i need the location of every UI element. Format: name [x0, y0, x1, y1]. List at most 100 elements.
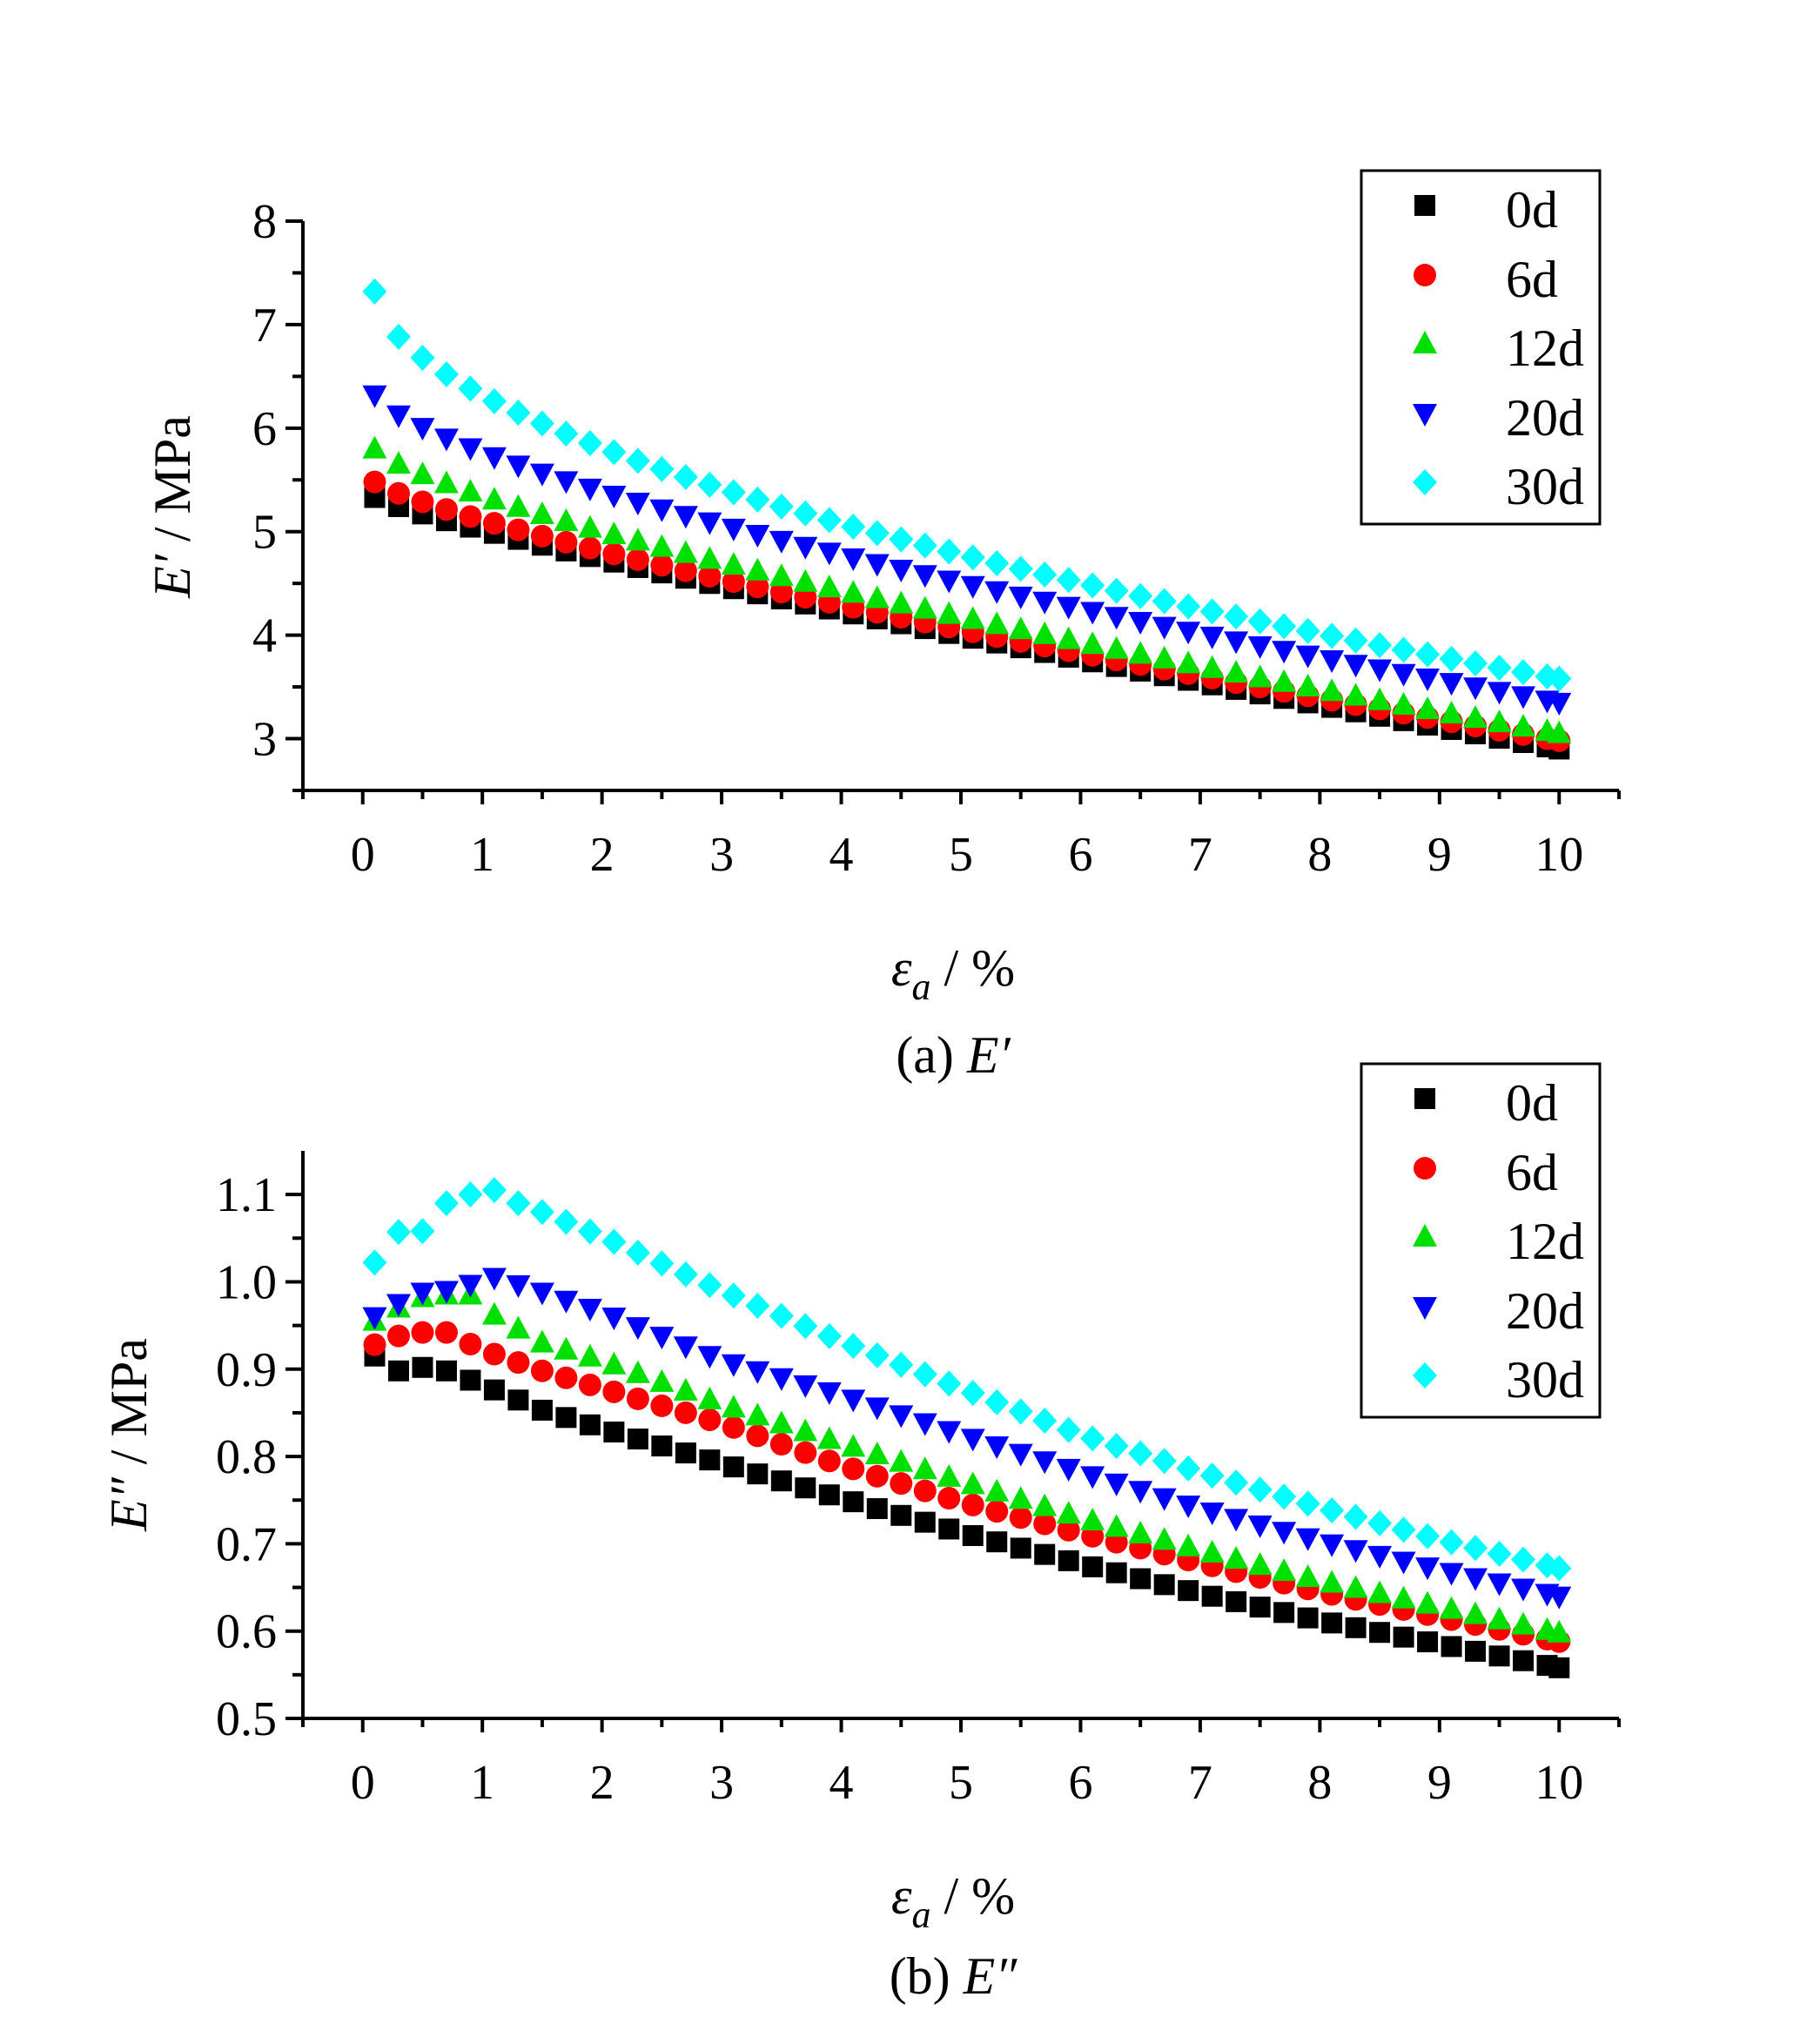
panel-b-point-20d — [649, 1327, 675, 1350]
panel-b-point-20d — [745, 1361, 770, 1384]
panel-b-point-30d — [1511, 1546, 1536, 1573]
panel-a-point-12d — [481, 487, 507, 510]
panel-b-point-12d — [960, 1471, 985, 1495]
panel-a-x-tick-label: 6 — [1068, 828, 1092, 882]
panel-a-legend-marker-0d — [1414, 195, 1435, 216]
panel-a-x-tick-label: 1 — [470, 828, 494, 882]
panel-a-point-12d — [1547, 720, 1572, 743]
panel-b-point-0d — [555, 1407, 577, 1429]
panel-a-point-6d — [602, 542, 626, 566]
panel-b-point-12d — [1128, 1520, 1153, 1543]
panel-b-point-0d — [938, 1518, 960, 1540]
panel-b-point-12d — [984, 1478, 1010, 1502]
panel-b-point-30d — [1367, 1509, 1393, 1536]
panel-b-point-12d — [1547, 1619, 1572, 1643]
panel-a-point-20d — [841, 548, 866, 572]
panel-a-point-12d — [912, 595, 937, 619]
panel-b-x-axis-label: εa / % — [891, 1867, 1015, 1936]
panel-a-point-30d — [912, 532, 937, 559]
panel-a-point-12d — [554, 508, 579, 531]
panel-a-point-20d — [960, 575, 985, 599]
panel-b-point-0d — [435, 1360, 457, 1382]
panel-a-point-6d — [554, 530, 578, 554]
panel-b-point-0d — [1082, 1556, 1104, 1577]
panel-b-y-tick-label: 1.1 — [216, 1168, 277, 1222]
panel-b-point-20d — [1367, 1545, 1393, 1569]
panel-b-point-30d — [1547, 1555, 1572, 1582]
panel-a-point-12d — [1056, 626, 1081, 649]
panel-b-point-30d — [529, 1199, 554, 1226]
panel-b-point-12d — [625, 1360, 650, 1383]
panel-b-point-6d — [411, 1321, 434, 1344]
panel-a-point-6d — [578, 536, 601, 560]
panel-b-point-6d — [698, 1408, 722, 1431]
panel-b-point-12d — [1367, 1580, 1393, 1604]
panel-a-point-20d — [481, 447, 507, 470]
panel-b-x-tick-label: 3 — [709, 1756, 734, 1810]
panel-b-point-20d — [673, 1336, 698, 1360]
panel-a-point-30d — [577, 429, 602, 456]
panel-a-point-20d — [1415, 668, 1441, 691]
panel-a-point-30d — [386, 323, 411, 350]
panel-b-point-30d — [1080, 1425, 1105, 1452]
panel-b-y-tick-label: 1.0 — [216, 1255, 277, 1309]
panel-b-legend-marker-0d — [1414, 1088, 1435, 1109]
panel-a-legend-label-0d: 0d — [1506, 181, 1558, 239]
panel-b-point-30d — [960, 1380, 985, 1407]
panel-b-point-6d — [722, 1415, 745, 1439]
panel-b-point-30d — [793, 1313, 818, 1340]
panel-a-point-30d — [1439, 645, 1464, 672]
panel-a-point-12d — [1199, 655, 1225, 678]
panel-b-point-0d — [1465, 1640, 1487, 1662]
panel-b-point-20d — [529, 1282, 554, 1306]
panel-a-point-12d — [673, 540, 698, 563]
panel-a-point-30d — [1511, 659, 1536, 686]
panel-b-point-20d — [1320, 1534, 1345, 1557]
panel-a-point-12d — [1391, 691, 1416, 715]
panel-a-point-20d — [984, 581, 1010, 604]
panel-a-point-12d — [1080, 631, 1105, 655]
panel-b-point-0d — [579, 1414, 601, 1436]
panel-a-point-12d — [577, 514, 602, 538]
panel-a-y-axis-label: E′ / MPa — [144, 415, 201, 599]
panel-a-point-20d — [554, 471, 579, 494]
panel-b-x-tick-label: 7 — [1188, 1756, 1212, 1810]
panel-a-data-points — [362, 278, 1572, 760]
panel-b-point-0d — [914, 1511, 936, 1533]
panel-a-point-12d — [649, 534, 675, 557]
panel-b-point-20d — [1104, 1473, 1129, 1496]
panel-b-point-0d — [1513, 1650, 1535, 1671]
panel-b-point-20d — [793, 1375, 818, 1398]
panel-b-point-0d — [818, 1484, 840, 1506]
panel-b-x-tick-label: 10 — [1535, 1756, 1583, 1810]
panel-b-point-6d — [985, 1500, 1009, 1523]
panel-b-point-20d — [1463, 1568, 1488, 1591]
panel-b-legend-marker-30d — [1413, 1362, 1437, 1388]
panel-a-point-12d — [625, 528, 650, 551]
panel-b-point-0d — [890, 1504, 912, 1526]
panel-a-point-12d — [1415, 696, 1441, 719]
panel-b-point-0d — [483, 1379, 505, 1401]
panel-a-point-20d — [889, 559, 914, 582]
panel-b-point-0d — [699, 1449, 721, 1471]
panel-b-point-12d — [864, 1441, 890, 1464]
panel-b-point-0d — [1441, 1636, 1462, 1657]
panel-a-legend-marker-12d — [1413, 331, 1437, 353]
panel-a-point-12d — [1487, 709, 1512, 733]
panel-a-point-6d — [434, 498, 458, 521]
panel-b-point-30d — [984, 1388, 1010, 1415]
panel-a-point-12d — [984, 611, 1010, 635]
panel-a-point-12d — [1128, 641, 1153, 664]
panel-b-point-0d — [675, 1442, 696, 1464]
panel-b-point-6d — [794, 1441, 817, 1464]
panel-b-point-12d — [1056, 1501, 1081, 1524]
panel-b-point-0d — [1393, 1626, 1414, 1648]
panel-b-point-6d — [746, 1424, 769, 1448]
panel-b-ticks: 0 1 2 3 4 5 6 7 8 9 10 0.5 0.6 0.7 0.8 0.9 1.0 1.1 — [216, 1168, 1621, 1810]
panel-a-point-20d — [1080, 602, 1105, 625]
panel-a-point-12d — [433, 470, 459, 494]
panel-b-point-6d — [1081, 1524, 1105, 1548]
panel-a-point-20d — [816, 542, 842, 566]
panel-a-point-12d — [410, 461, 435, 485]
panel-a-point-30d — [1487, 655, 1512, 682]
